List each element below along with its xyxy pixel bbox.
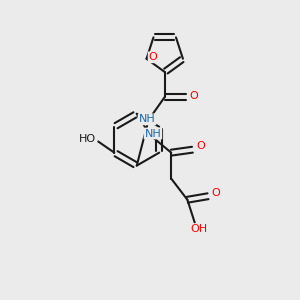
Text: NH: NH xyxy=(139,114,155,124)
Text: O: O xyxy=(212,188,220,198)
Text: O: O xyxy=(196,141,205,151)
Text: HO: HO xyxy=(79,134,96,144)
Text: O: O xyxy=(190,92,199,101)
Text: O: O xyxy=(148,52,158,62)
Text: OH: OH xyxy=(190,224,208,234)
Text: NH: NH xyxy=(145,128,161,139)
